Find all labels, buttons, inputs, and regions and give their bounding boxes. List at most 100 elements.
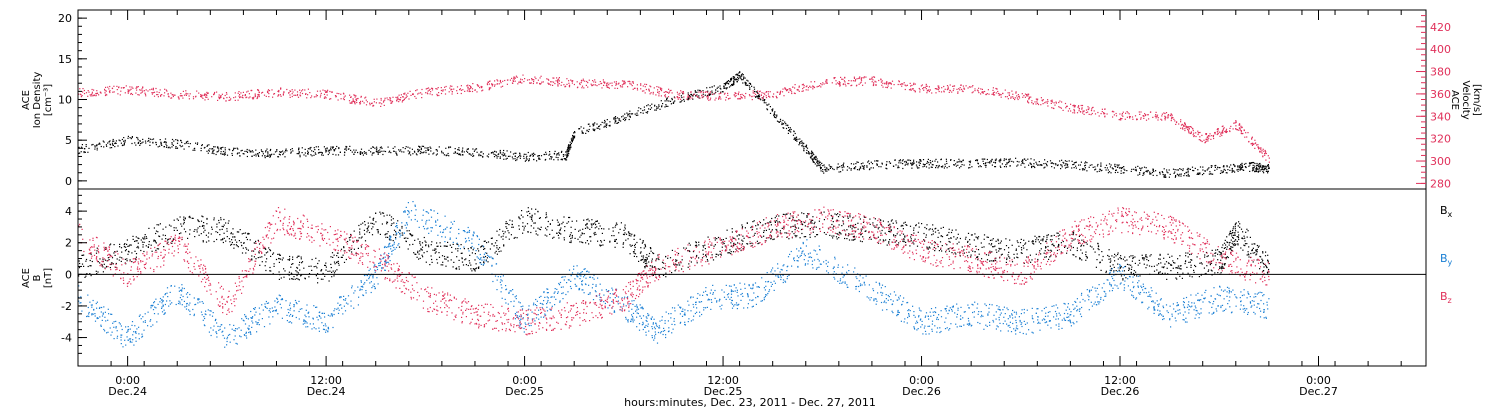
data-dot-left bbox=[1084, 169, 1086, 171]
data-dot-Bx bbox=[292, 256, 294, 258]
data-dot-right bbox=[206, 96, 208, 98]
data-dot-Bx bbox=[233, 236, 235, 238]
data-dot-Bx bbox=[197, 220, 199, 222]
data-dot-right bbox=[278, 89, 280, 92]
data-dot-Bx bbox=[564, 226, 566, 228]
data-dot-left bbox=[570, 138, 572, 140]
data-dot-left bbox=[176, 142, 179, 144]
data-dot-Bx bbox=[134, 258, 137, 260]
data-dot-Bx bbox=[465, 258, 467, 260]
data-dot-right bbox=[431, 94, 433, 96]
data-dot-right bbox=[636, 84, 638, 86]
data-dot-right bbox=[587, 86, 589, 88]
data-dot-left bbox=[344, 148, 346, 150]
data-dot-Bx bbox=[102, 258, 104, 260]
data-dot-right bbox=[1205, 133, 1207, 135]
data-dot-Bx bbox=[719, 253, 721, 255]
data-dot-Bx bbox=[461, 258, 463, 260]
data-dot-Bx bbox=[343, 261, 346, 263]
data-dot-Bx bbox=[729, 249, 731, 251]
data-dot-right bbox=[420, 92, 422, 94]
data-dot-right bbox=[1082, 110, 1084, 113]
data-dot-right bbox=[182, 90, 184, 92]
data-dot-Bx bbox=[409, 244, 411, 246]
data-dot-right bbox=[765, 97, 768, 99]
data-dot-Bx bbox=[657, 268, 659, 270]
data-dot-left bbox=[1257, 171, 1260, 173]
data-dot-left bbox=[1050, 162, 1052, 164]
data-dot-left bbox=[1258, 168, 1260, 170]
data-dot-right bbox=[740, 96, 742, 98]
data-dot-left bbox=[224, 153, 226, 155]
data-dot-Bx bbox=[513, 237, 515, 239]
data-dot-Bx bbox=[526, 223, 529, 225]
data-dot-Bx bbox=[301, 261, 304, 263]
data-dot-Bx bbox=[320, 278, 322, 280]
data-dot-left bbox=[680, 101, 682, 103]
data-dot-left bbox=[148, 139, 150, 142]
data-dot-Bx bbox=[545, 212, 547, 214]
data-dot-left bbox=[418, 149, 421, 151]
data-dot-left bbox=[112, 140, 114, 142]
data-dot-right bbox=[585, 84, 587, 86]
data-dot-Bx bbox=[434, 252, 436, 254]
data-dot-Bx bbox=[197, 219, 199, 221]
data-dot-Bx bbox=[301, 262, 303, 264]
data-dot-right bbox=[888, 83, 890, 85]
data-dot-right bbox=[349, 94, 351, 96]
data-dot-Bx bbox=[213, 240, 215, 243]
data-dot-Bx bbox=[376, 229, 378, 231]
data-dot-Bx bbox=[557, 224, 559, 226]
data-dot-Bx bbox=[641, 259, 644, 261]
data-dot-right bbox=[177, 96, 179, 98]
data-dot-left bbox=[650, 107, 653, 109]
data-dot-right bbox=[656, 86, 658, 88]
data-dot-right bbox=[776, 97, 778, 99]
data-dot-Bx bbox=[205, 234, 207, 236]
data-dot-Bx bbox=[241, 252, 244, 254]
data-dot-left bbox=[668, 100, 670, 102]
data-dot-Bx bbox=[333, 261, 336, 263]
data-dot-left bbox=[549, 153, 551, 155]
data-dot-Bx bbox=[197, 227, 199, 229]
data-dot-left bbox=[512, 153, 515, 155]
data-dot-Bx bbox=[564, 230, 566, 232]
data-dot-left bbox=[1237, 165, 1239, 167]
data-dot-left bbox=[368, 149, 370, 151]
data-dot-left bbox=[802, 146, 804, 148]
data-dot-left bbox=[734, 79, 736, 81]
data-dot-left bbox=[1210, 165, 1212, 167]
data-dot-right bbox=[810, 86, 812, 88]
data-dot-Bx bbox=[475, 263, 477, 265]
data-dot-right bbox=[582, 78, 584, 80]
data-dot-right bbox=[826, 82, 828, 84]
data-dot-Bx bbox=[273, 265, 275, 267]
data-dot-Bx bbox=[630, 245, 632, 247]
data-dot-right bbox=[1265, 151, 1267, 153]
data-dot-right bbox=[890, 87, 892, 89]
data-dot-right bbox=[1190, 131, 1192, 133]
data-dot-right bbox=[141, 91, 143, 93]
data-dot-left bbox=[79, 152, 81, 154]
data-dot-left bbox=[164, 138, 167, 140]
data-dot-right bbox=[893, 84, 895, 86]
data-dot-right bbox=[355, 98, 357, 100]
data-dot-right bbox=[380, 105, 382, 107]
data-dot-right bbox=[541, 81, 543, 83]
data-dot-left bbox=[94, 146, 96, 148]
data-dot-right bbox=[686, 98, 688, 100]
data-dot-left bbox=[420, 148, 422, 151]
data-dot-left bbox=[725, 82, 727, 84]
data-dot-Bx bbox=[410, 234, 412, 236]
data-dot-Bx bbox=[226, 228, 228, 230]
data-dot-left bbox=[894, 159, 896, 161]
data-dot-left bbox=[662, 103, 664, 105]
data-dot-Bx bbox=[549, 233, 551, 235]
data-dot-left bbox=[377, 152, 379, 154]
data-dot-right bbox=[488, 83, 490, 85]
data-dot-left bbox=[325, 151, 327, 153]
data-dot-right bbox=[1185, 126, 1187, 128]
data-dot-right bbox=[554, 83, 556, 85]
data-dot-left bbox=[565, 158, 567, 160]
data-dot-left bbox=[155, 144, 157, 146]
